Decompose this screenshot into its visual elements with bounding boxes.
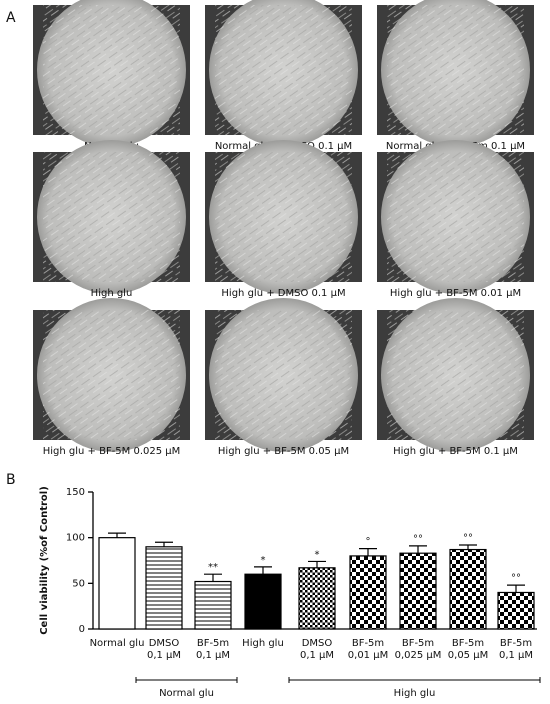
x-tick-label: BF-5m — [452, 638, 484, 649]
micrograph-texture — [43, 152, 180, 282]
x-tick-label: BF-5m — [500, 638, 532, 649]
bar — [145, 546, 183, 630]
x-tick-label: High glu — [242, 638, 284, 649]
bar — [399, 552, 437, 630]
micrograph-texture — [387, 5, 524, 135]
bar — [449, 548, 487, 630]
micrograph-texture — [215, 310, 352, 440]
y-tick-label: 0 — [79, 624, 85, 635]
y-tick-label: 150 — [66, 487, 85, 498]
panel-label: B — [6, 472, 16, 488]
micrograph-texture — [215, 152, 352, 282]
y-tick-label: 50 — [72, 578, 85, 589]
micrograph-texture — [43, 310, 180, 440]
x-tick-label: 0,1 µM — [196, 650, 230, 661]
significance-mark: * — [315, 549, 320, 560]
micrograph-texture — [215, 5, 352, 135]
image-caption: High glu + BF-5M 0.1 µM — [393, 446, 518, 457]
significance-mark: ° — [366, 537, 371, 548]
x-tick-label: 0,1 µM — [499, 650, 533, 661]
bar — [298, 567, 336, 630]
x-tick-label: BF-5m — [197, 638, 229, 649]
significance-mark: °° — [463, 533, 473, 544]
bar — [98, 537, 136, 630]
image-caption: High glu — [91, 288, 133, 299]
bar — [194, 580, 232, 630]
panel-label: A — [6, 10, 16, 26]
image-caption: High glu + BF-5M 0.01 µM — [390, 288, 521, 299]
x-tick-label: 0,1 µM — [147, 650, 181, 661]
x-tick-label: 0,05 µM — [448, 650, 488, 661]
image-caption: High glu + DMSO 0.1 µM — [221, 288, 345, 299]
micrograph-texture — [387, 152, 524, 282]
y-axis-label: Cell viability (%of Control) — [39, 486, 50, 635]
x-tick-label: 0,025 µM — [395, 650, 442, 661]
significance-mark: °° — [413, 534, 423, 545]
x-tick-label: Normal glu — [90, 638, 145, 649]
x-tick-label: DMSO — [149, 638, 180, 649]
micrograph-texture — [43, 5, 180, 135]
significance-mark: ** — [208, 562, 218, 573]
bar — [244, 573, 282, 630]
x-tick-label: 0,01 µM — [348, 650, 388, 661]
group-label: High glu — [394, 688, 436, 699]
significance-mark: °° — [511, 573, 521, 584]
image-caption: High glu + BF-5M 0.05 µM — [218, 446, 349, 457]
micrograph-texture — [387, 310, 524, 440]
image-caption: High glu + BF-5M 0.025 µM — [43, 446, 181, 457]
x-tick-label: BF-5m — [402, 638, 434, 649]
y-tick-label: 100 — [66, 533, 85, 544]
group-label: Normal glu — [159, 688, 214, 699]
bar — [349, 555, 387, 630]
bar — [497, 591, 535, 630]
x-tick-label: BF-5m — [352, 638, 384, 649]
significance-mark: * — [261, 555, 266, 566]
x-tick-label: DMSO — [302, 638, 333, 649]
x-tick-label: 0,1 µM — [300, 650, 334, 661]
